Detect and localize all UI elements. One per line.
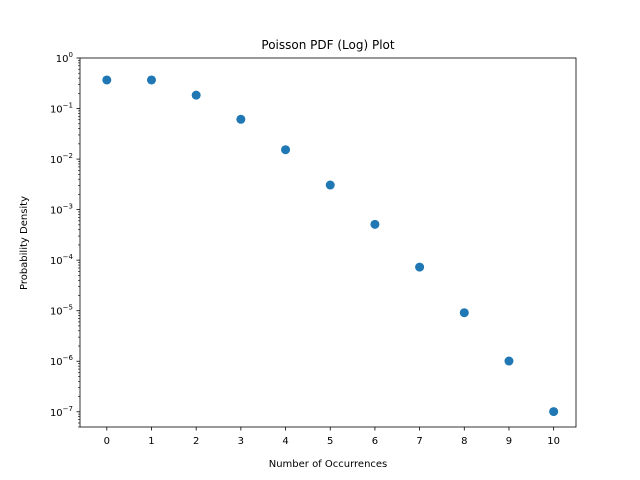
x-tick-label: 7 [416,436,422,447]
data-point [370,219,380,229]
x-tick-label: 0 [104,436,110,447]
y-tick-label: 10−5 [50,304,73,318]
x-tick-label: 5 [327,436,333,447]
data-point [236,114,246,124]
y-tick-label: 10−3 [50,203,73,217]
y-tick-label: 10−7 [50,405,73,419]
x-tick-label: 9 [506,436,512,447]
x-tick-label: 1 [148,436,154,447]
plot-area [79,57,577,428]
y-tick-label: 10−1 [50,102,73,116]
x-tick-label: 2 [193,436,199,447]
x-axis: 0 1 2 3 4 5 6 7 8 9 10 [104,427,560,447]
x-axis-label: Number of Occurrences [269,459,388,470]
data-point [102,75,112,85]
y-tick-label: 10−2 [50,152,73,166]
data-points [102,75,559,417]
x-tick-label: 3 [238,436,244,447]
y-tick-label: 10−4 [50,253,74,267]
plot-frame [79,57,577,428]
data-point [281,145,291,155]
data-point [504,356,514,366]
x-tick-label: 4 [282,436,288,447]
data-point [459,308,469,318]
chart-title: Poisson PDF (Log) Plot [261,38,394,52]
data-point [146,75,156,85]
y-axis-label: Probability Density [19,196,30,290]
data-point [325,180,335,190]
x-tick-label: 10 [547,436,560,447]
x-tick-label: 8 [461,436,467,447]
data-point [415,262,425,272]
y-axis: 100 10−1 10−2 10−3 10−4 10−5 10−6 10−7 [50,51,80,428]
y-tick-label: 100 [56,51,73,65]
y-tick-label: 10−6 [50,354,74,368]
data-point [191,90,201,100]
x-tick-label: 6 [372,436,378,447]
data-point [549,407,559,417]
